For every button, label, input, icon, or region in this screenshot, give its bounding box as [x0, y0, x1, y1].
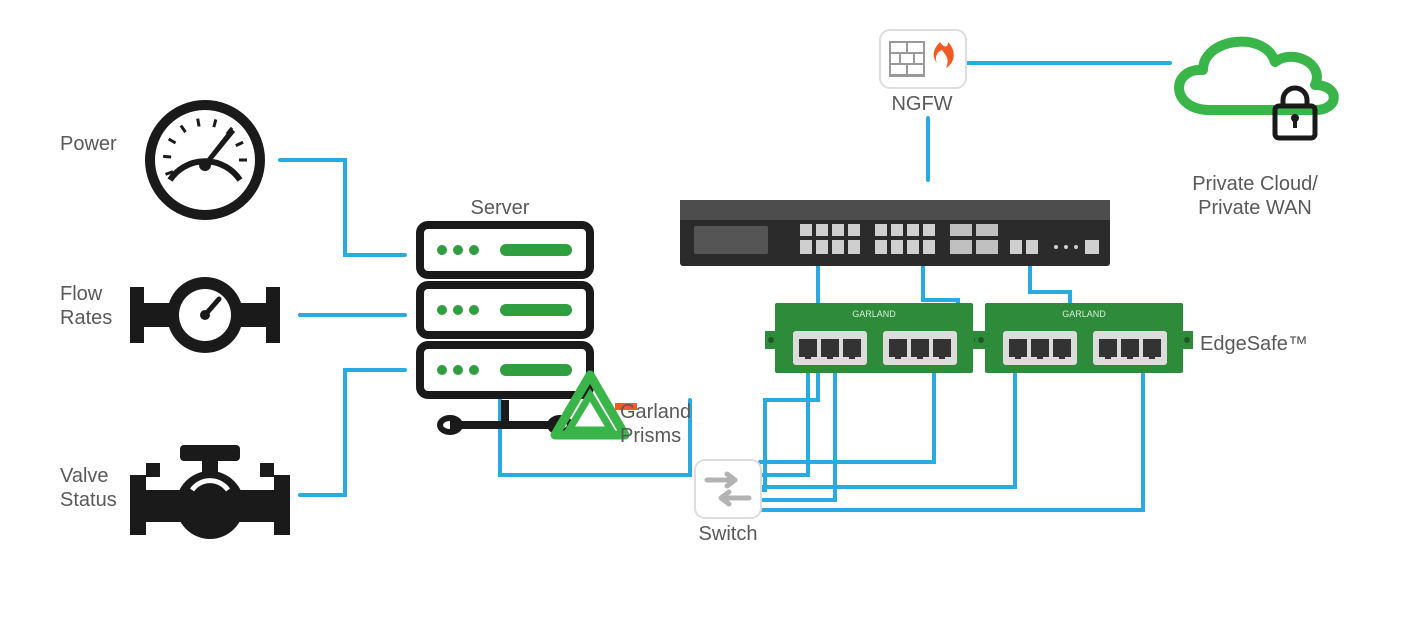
- switch-label: Switch: [699, 523, 758, 545]
- network-diagram: PowerFlowRatesValveStatusServerGarlandPr…: [0, 0, 1417, 628]
- svg-text:GARLAND: GARLAND: [1062, 309, 1106, 319]
- router-icon: [680, 200, 1110, 266]
- edgesafe-unit: GARLAND: [765, 303, 983, 373]
- edgesafe-label: EdgeSafe™: [1200, 333, 1308, 355]
- switch-icon: [695, 460, 761, 518]
- power-label: Power: [60, 133, 117, 155]
- svg-text:GARLAND: GARLAND: [852, 309, 896, 319]
- server-label: Server: [471, 197, 530, 219]
- edgesafe-unit: GARLAND: [975, 303, 1193, 373]
- ngfw-label: NGFW: [891, 93, 952, 115]
- ngfw-icon: [880, 30, 966, 88]
